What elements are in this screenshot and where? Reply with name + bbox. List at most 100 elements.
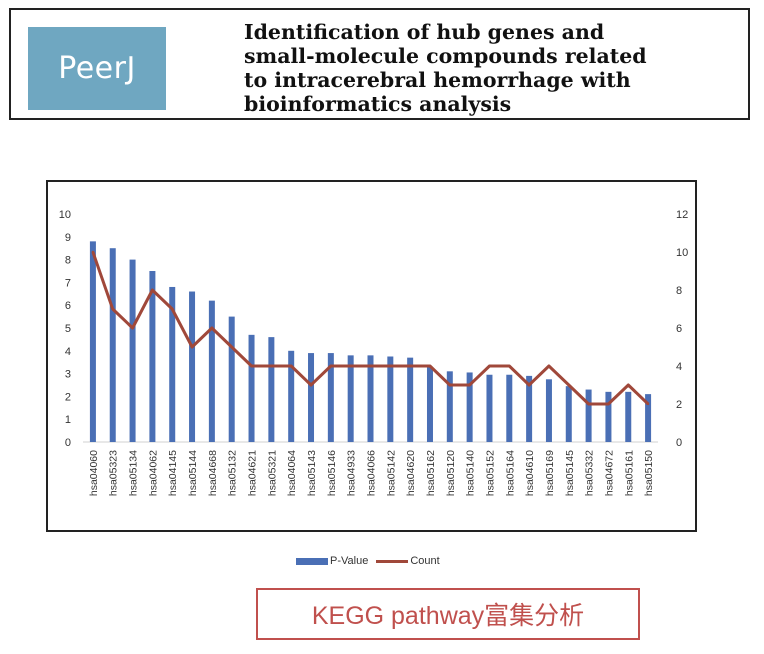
x-tick-label: hsa04668 — [207, 450, 219, 496]
y-tick-label-left: 10 — [59, 209, 71, 221]
count-point — [627, 383, 630, 387]
y-tick-label-left: 1 — [65, 414, 71, 426]
y-tick-label-left: 7 — [65, 277, 71, 289]
x-tick-label: hsa05169 — [544, 450, 556, 496]
bar-pvalue — [446, 371, 453, 442]
bar-pvalue — [407, 357, 414, 442]
bar-pvalue — [466, 372, 473, 442]
chart-legend: P-Value Count — [296, 552, 440, 570]
x-tick-label: hsa05120 — [445, 450, 457, 496]
bar-pvalue — [625, 391, 632, 442]
count-point — [646, 402, 650, 406]
x-tick-label: hsa04062 — [147, 450, 159, 496]
x-tick-label: hsa05164 — [504, 450, 516, 496]
count-point — [448, 383, 452, 387]
count-point — [329, 364, 333, 368]
y-tick-label-left: 4 — [65, 346, 71, 358]
paper-title: Identification of hub genes and small-mo… — [244, 20, 734, 116]
x-tick-label: hsa05332 — [584, 450, 596, 496]
legend-bar-swatch — [296, 557, 328, 565]
title-line-3: to intracerebral hemorrhage with — [244, 68, 631, 92]
count-point — [210, 326, 214, 330]
bar-pvalue — [526, 375, 533, 442]
bar-pvalue — [506, 374, 513, 442]
y-tick-label-right: 4 — [676, 361, 682, 373]
paper-header: PeerJ Identification of hub genes and sm… — [9, 8, 750, 120]
x-tick-label: hsa05321 — [266, 450, 278, 496]
x-tick-label: hsa04145 — [167, 450, 179, 496]
x-tick-label: hsa04610 — [524, 450, 536, 496]
bar-pvalue — [367, 355, 374, 442]
count-point — [468, 383, 471, 387]
bar-pvalue — [129, 259, 136, 442]
count-point — [289, 364, 293, 368]
count-point — [230, 345, 233, 349]
y-tick-label-right: 12 — [676, 209, 688, 221]
x-tick-label: hsa05152 — [484, 450, 496, 496]
bar-pvalue — [387, 356, 394, 442]
bar-pvalue — [268, 337, 275, 442]
bar-pvalue — [308, 353, 315, 442]
y-tick-label-right: 2 — [676, 399, 682, 411]
bar-pvalue — [585, 389, 592, 442]
y-tick-label-left: 6 — [65, 300, 71, 312]
bar-pvalue — [327, 353, 334, 442]
bar-pvalue — [565, 386, 572, 442]
x-tick-label: hsa05145 — [564, 450, 576, 496]
x-tick-label: hsa05146 — [326, 450, 338, 496]
count-point — [567, 383, 570, 387]
title-line-4: bioinformatics analysis — [244, 92, 512, 116]
count-point — [131, 326, 134, 330]
bar-pvalue — [486, 374, 493, 442]
title-line-2: small-molecule compounds related — [244, 44, 647, 68]
x-tick-label: hsa04060 — [88, 450, 100, 496]
peerj-logo: PeerJ — [28, 27, 166, 110]
x-tick-label: hsa04621 — [247, 450, 259, 496]
x-tick-label: hsa05142 — [385, 450, 397, 496]
x-tick-label: hsa05144 — [187, 450, 199, 496]
count-point — [607, 402, 610, 406]
count-point — [527, 383, 531, 387]
y-tick-label-right: 10 — [676, 247, 688, 259]
count-point — [408, 364, 412, 368]
bar-pvalue — [109, 248, 116, 442]
x-tick-label: hsa05143 — [306, 450, 318, 496]
y-tick-label-left: 9 — [65, 232, 71, 244]
caption-box: KEGG pathway富集分析 — [256, 588, 640, 640]
x-tick-label: hsa04064 — [286, 450, 298, 496]
x-tick-label: hsa05132 — [227, 450, 239, 496]
count-point — [428, 364, 432, 368]
bar-pvalue — [169, 286, 176, 442]
bar-pvalue — [347, 355, 354, 442]
x-tick-label: hsa05150 — [643, 450, 655, 496]
count-point — [369, 364, 372, 368]
count-point — [151, 288, 154, 292]
count-point — [250, 364, 253, 368]
x-tick-label: hsa05162 — [425, 450, 437, 496]
count-point — [587, 402, 590, 406]
x-tick-label: hsa05323 — [108, 450, 120, 496]
y-tick-label-left: 5 — [65, 323, 71, 335]
legend-line-swatch — [376, 559, 409, 563]
bar-pvalue — [248, 334, 255, 442]
count-point — [111, 307, 114, 311]
x-tick-label: hsa05134 — [128, 450, 140, 496]
count-point — [488, 364, 491, 368]
bar-pvalue — [149, 271, 156, 442]
legend-bar-label: P-Value — [330, 555, 369, 567]
bar-pvalue — [426, 366, 433, 442]
bar-pvalue — [189, 291, 196, 442]
legend-line-label: Count — [410, 555, 440, 567]
caption-text: KEGG pathway富集分析 — [311, 602, 585, 630]
bar-pvalue — [228, 316, 235, 442]
count-point — [190, 345, 194, 349]
count-point — [270, 364, 273, 368]
x-tick-label: hsa05161 — [623, 450, 635, 496]
bar-pvalue — [645, 394, 652, 442]
bar-pvalue — [545, 379, 552, 442]
y-tick-label-right: 8 — [676, 285, 682, 297]
y-tick-label-left: 0 — [65, 437, 71, 449]
x-tick-label: hsa04933 — [346, 450, 358, 496]
count-point — [547, 364, 551, 368]
